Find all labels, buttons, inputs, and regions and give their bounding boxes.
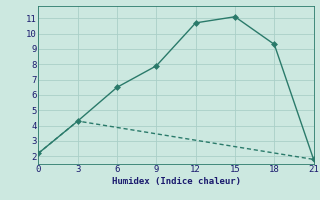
X-axis label: Humidex (Indice chaleur): Humidex (Indice chaleur) (111, 177, 241, 186)
